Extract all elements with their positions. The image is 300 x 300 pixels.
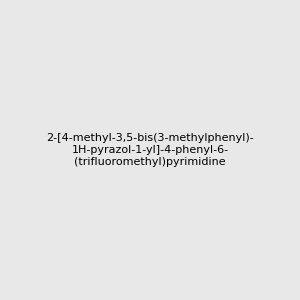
- Text: 2-[4-methyl-3,5-bis(3-methylphenyl)-
1H-pyrazol-1-yl]-4-phenyl-6-
(trifluorometh: 2-[4-methyl-3,5-bis(3-methylphenyl)- 1H-…: [46, 134, 254, 166]
